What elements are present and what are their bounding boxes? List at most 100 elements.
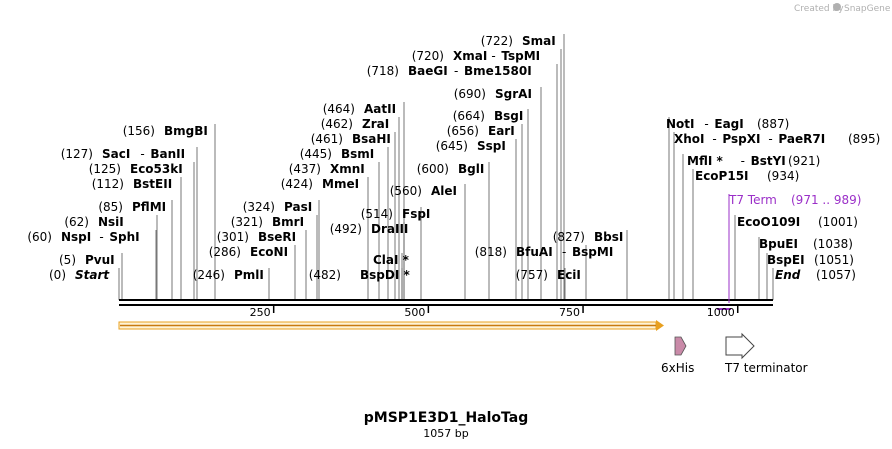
site-position: (424) xyxy=(281,177,313,191)
site-position: (690) xyxy=(454,87,486,101)
enzyme-name[interactable]: NotI xyxy=(666,117,695,131)
enzyme-name[interactable]: BspEI xyxy=(767,253,805,267)
enzyme-name[interactable]: XmaI xyxy=(453,49,487,63)
enzyme-name[interactable]: PvuI xyxy=(85,253,115,267)
enzyme-name[interactable]: PspXI xyxy=(722,132,760,146)
enzyme-name[interactable]: MflI * xyxy=(687,154,723,168)
site-position: (156) xyxy=(123,124,155,138)
site-position: (5) xyxy=(59,253,76,267)
site-position: (656) xyxy=(447,124,479,138)
enzyme-name[interactable]: EcoNI xyxy=(250,245,288,259)
enzyme-name[interactable]: AleI xyxy=(431,184,457,198)
site-position: (462) xyxy=(321,117,353,131)
enzyme-name[interactable]: SmaI xyxy=(522,34,556,48)
enzyme-separator: - xyxy=(712,132,716,146)
enzyme-separator: - xyxy=(99,230,103,244)
backbone-bottom-line xyxy=(119,304,773,306)
site-position: (324) xyxy=(243,200,275,214)
enzyme-name[interactable]: BseRI xyxy=(258,230,296,244)
enzyme-name[interactable]: BbsI xyxy=(594,230,623,244)
enzyme-name[interactable]: XhoI xyxy=(674,132,705,146)
enzyme-name[interactable]: BglI xyxy=(458,162,484,176)
ruler-tick-label: 750 xyxy=(559,306,580,319)
site-position: (321) xyxy=(231,215,263,229)
site-lines xyxy=(118,34,774,300)
enzyme-name[interactable]: End xyxy=(775,268,801,282)
site-position: (818) xyxy=(475,245,507,259)
enzyme-name[interactable]: BsgI xyxy=(494,109,523,123)
enzyme-name[interactable]: BstYI xyxy=(751,154,786,168)
t7-terminator-feature[interactable] xyxy=(725,332,755,360)
enzyme-name[interactable]: BstEII xyxy=(133,177,172,191)
site-position: (718) xyxy=(367,64,399,78)
enzyme-name[interactable]: NsiI xyxy=(98,215,124,229)
site-position: (60) xyxy=(27,230,52,244)
enzyme-name[interactable]: DraIII xyxy=(371,222,408,236)
enzyme-name[interactable]: BaeGI xyxy=(408,64,448,78)
site-position: (921) xyxy=(788,154,820,168)
enzyme-name[interactable]: ZraI xyxy=(362,117,389,131)
enzyme-name[interactable]: NspI xyxy=(61,230,91,244)
enzyme-separator: - xyxy=(140,147,144,161)
enzyme-name[interactable]: BanII xyxy=(150,147,185,161)
site-position: (301) xyxy=(217,230,249,244)
enzyme-name[interactable]: PmlI xyxy=(234,268,264,282)
enzyme-name[interactable]: BmrI xyxy=(272,215,304,229)
enzyme-name[interactable]: Eco53kI xyxy=(130,162,183,176)
orf-arrow[interactable] xyxy=(118,320,664,331)
site-position: (827) xyxy=(553,230,585,244)
enzyme-name[interactable]: XmnI xyxy=(330,162,365,176)
site-labels: (0) Start(5) PvuI(60) NspI - SphI(62) NsiI(85)… xyxy=(27,34,880,282)
enzyme-name[interactable]: BpuEI xyxy=(759,237,798,251)
enzyme-name[interactable]: SgrAI xyxy=(495,87,532,101)
enzyme-separator: - xyxy=(704,117,708,131)
site-position: (720) xyxy=(412,49,444,63)
enzyme-name[interactable]: PflMI xyxy=(132,200,166,214)
enzyme-name[interactable]: Start xyxy=(75,268,110,282)
site-position: (286) xyxy=(209,245,241,259)
enzyme-separator: - xyxy=(491,49,495,63)
plasmid-length: 1057 bp xyxy=(423,427,468,440)
enzyme-name[interactable]: BspDI * xyxy=(360,268,410,282)
enzyme-name[interactable]: FspI xyxy=(402,207,430,221)
ruler-tick-label: 1000 xyxy=(707,306,735,319)
enzyme-name[interactable]: BspMI xyxy=(572,245,613,259)
enzyme-name[interactable]: BfuAI xyxy=(516,245,553,259)
enzyme-name[interactable]: BmgBI xyxy=(164,124,208,138)
enzyme-name[interactable]: EarI xyxy=(488,124,515,138)
site-position: (1038) xyxy=(813,237,853,251)
enzyme-name[interactable]: BsaHI xyxy=(352,132,391,146)
enzyme-name[interactable]: EcoP15I xyxy=(695,169,749,183)
snapgene-watermark: Created by SnapGene xyxy=(794,3,891,14)
enzyme-name[interactable]: Bme1580I xyxy=(464,64,532,78)
enzyme-name[interactable]: SphI xyxy=(109,230,139,244)
t7-term-range: (971 .. 989) xyxy=(791,193,861,207)
enzyme-name[interactable]: EciI xyxy=(557,268,581,282)
enzyme-name[interactable]: EagI xyxy=(714,117,743,131)
enzyme-name[interactable]: PasI xyxy=(284,200,312,214)
enzyme-separator: - xyxy=(741,154,745,168)
enzyme-name[interactable]: TspMI xyxy=(501,49,540,63)
enzyme-name[interactable]: SspI xyxy=(477,139,506,153)
site-position: (1001) xyxy=(818,215,858,229)
site-position: (887) xyxy=(757,117,789,131)
enzyme-name[interactable]: EcoO109I xyxy=(737,215,800,229)
snapgene-logo-icon xyxy=(833,3,841,11)
site-position: (1051) xyxy=(814,253,854,267)
site-position: (895) xyxy=(848,132,880,146)
enzyme-name[interactable]: SacI xyxy=(102,147,130,161)
site-position: (437) xyxy=(289,162,321,176)
site-position: (127) xyxy=(61,147,93,161)
6xhis-feature[interactable] xyxy=(674,336,687,356)
watermark-prefix: Created by xyxy=(794,4,844,14)
enzyme-name[interactable]: ClaI * xyxy=(373,253,410,267)
enzyme-name[interactable]: AatII xyxy=(364,102,396,116)
enzyme-name[interactable]: BsmI xyxy=(341,147,374,161)
site-position: (1057) xyxy=(816,268,856,282)
site-position: (600) xyxy=(417,162,449,176)
enzyme-name[interactable]: PaeR7I xyxy=(778,132,825,146)
enzyme-name[interactable]: MmeI xyxy=(322,177,359,191)
enzyme-separator: - xyxy=(768,132,772,146)
ruler: 250 500 750 1000 xyxy=(250,306,739,319)
